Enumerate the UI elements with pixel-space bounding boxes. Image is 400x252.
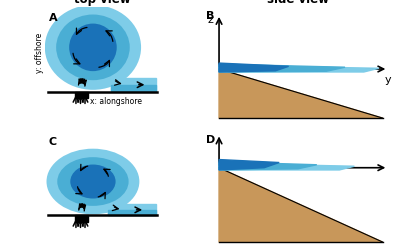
Ellipse shape <box>46 149 139 214</box>
Ellipse shape <box>56 15 130 81</box>
Text: C: C <box>49 137 57 147</box>
Polygon shape <box>219 168 383 242</box>
Polygon shape <box>219 160 279 170</box>
Polygon shape <box>219 70 383 119</box>
Text: y: y <box>385 75 392 85</box>
Text: x: alongshore: x: alongshore <box>90 97 142 106</box>
Text: y: offshore: y: offshore <box>35 33 44 73</box>
Polygon shape <box>219 164 354 170</box>
Ellipse shape <box>69 24 117 72</box>
Polygon shape <box>111 85 156 91</box>
Ellipse shape <box>45 6 141 90</box>
Polygon shape <box>75 92 88 98</box>
Ellipse shape <box>70 165 116 199</box>
Polygon shape <box>219 66 379 73</box>
Title: side view: side view <box>267 0 329 6</box>
Polygon shape <box>108 210 156 215</box>
Title: top view: top view <box>74 0 130 6</box>
Polygon shape <box>219 64 289 73</box>
Polygon shape <box>108 204 156 215</box>
Text: D: D <box>206 134 215 144</box>
Text: B: B <box>206 11 214 20</box>
Ellipse shape <box>57 158 129 206</box>
Polygon shape <box>111 79 156 91</box>
Polygon shape <box>75 216 88 222</box>
Text: z: z <box>208 15 214 25</box>
Text: A: A <box>49 13 57 23</box>
Polygon shape <box>219 162 317 170</box>
Polygon shape <box>219 65 345 73</box>
